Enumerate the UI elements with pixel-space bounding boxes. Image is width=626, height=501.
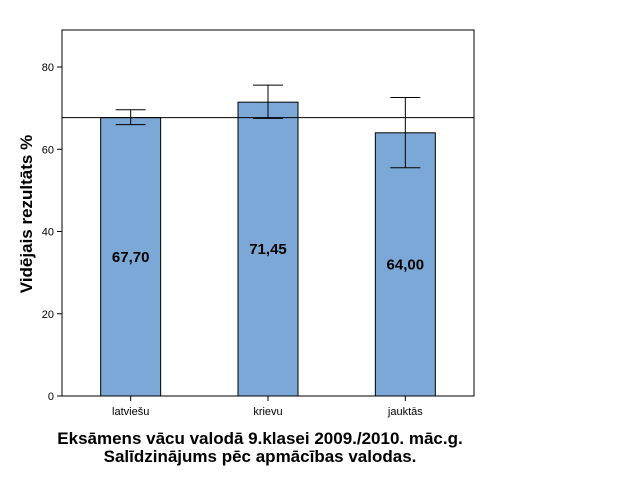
y-tick-label: 80 (42, 62, 54, 74)
y-tick-label: 20 (42, 309, 54, 321)
chart-title: Eksāmens vācu valodā 9.klasei 2009./2010… (57, 429, 463, 466)
x-tick-label: latviešu (112, 406, 149, 418)
data-label: 64,00 (387, 256, 425, 273)
data-label: 71,45 (249, 241, 287, 258)
y-tick-label: 40 (42, 227, 54, 239)
y-tick-label: 0 (48, 391, 54, 403)
x-tick-label: jauktās (387, 406, 423, 418)
data-label: 67,70 (112, 249, 150, 266)
y-tick-label: 60 (42, 144, 54, 156)
x-tick-label: krievu (253, 406, 282, 418)
y-axis-label: Vidējais rezultāts % (17, 135, 36, 293)
bar-chart: Vidējais rezultāts % 0 20 40 60 80 67,70 latvi… (17, 29, 475, 418)
